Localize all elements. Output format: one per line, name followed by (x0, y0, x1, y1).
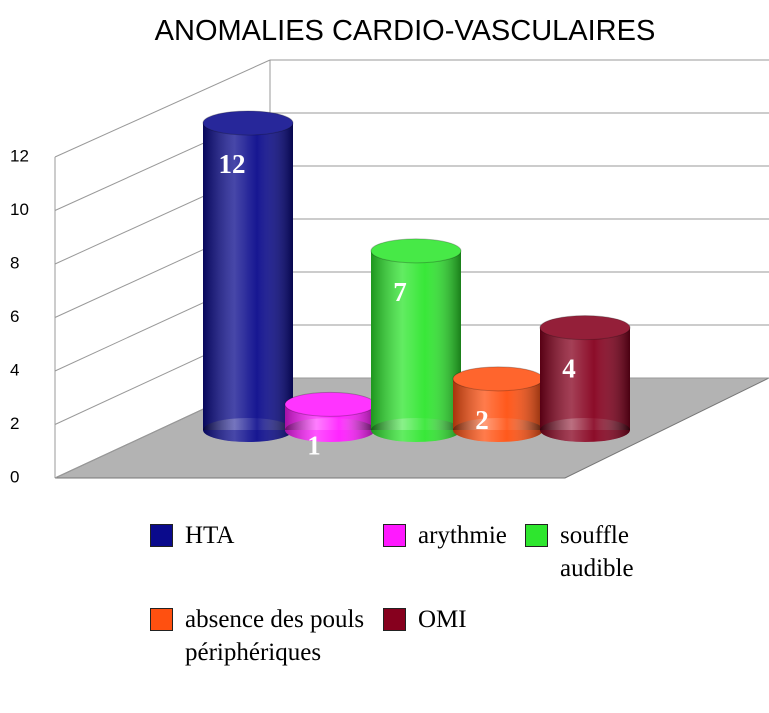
legend-item: HTA (150, 519, 295, 552)
bar (202, 110, 294, 442)
bar-part (203, 123, 293, 430)
legend-swatch (150, 608, 173, 631)
grid-line (54, 59, 271, 158)
data-label: 7 (393, 277, 407, 307)
y-tick-label: 4 (10, 360, 19, 379)
legend-item: absence des pouls périphériques (150, 603, 375, 669)
legend-label: souffle audible (560, 522, 634, 582)
legend-swatch (525, 524, 548, 547)
bar-part (371, 238, 461, 263)
legend-swatch (383, 524, 406, 547)
bar-part (540, 327, 630, 430)
bar (539, 315, 631, 442)
bar (284, 391, 376, 442)
legend-label: OMI (418, 606, 467, 633)
y-tick-label: 6 (10, 307, 19, 326)
legend-label: absence des pouls périphériques (185, 606, 365, 666)
bar (370, 238, 462, 442)
bar-part (285, 392, 375, 417)
data-label: 12 (219, 149, 246, 179)
legend-item: souffle audible (525, 519, 670, 585)
y-tick-label: 0 (10, 467, 19, 486)
bar-part (539, 315, 631, 341)
bar (452, 366, 544, 442)
data-label: 2 (475, 405, 489, 435)
bar-part (203, 111, 293, 135)
legend-label: arythmie (418, 522, 507, 549)
legend-label: HTA (185, 522, 235, 549)
legend-swatch (150, 524, 173, 547)
data-label: 1 (307, 430, 321, 460)
legend-item: arythmie (383, 519, 548, 552)
bar-part (371, 250, 461, 430)
y-tick-label: 8 (10, 253, 19, 272)
y-tick-label: 12 (10, 146, 29, 165)
bar-part (202, 110, 294, 136)
legend-item: OMI (383, 603, 538, 636)
chart-title: ANOMALIES CARDIO-VASCULAIRES (155, 15, 656, 47)
y-tick-label: 10 (10, 200, 29, 219)
legend-swatch (383, 608, 406, 631)
data-label: 4 (562, 354, 576, 384)
bar-part (540, 315, 630, 340)
y-tick-label: 2 (10, 414, 19, 433)
bar-part (453, 366, 543, 391)
bar-part (370, 238, 462, 264)
